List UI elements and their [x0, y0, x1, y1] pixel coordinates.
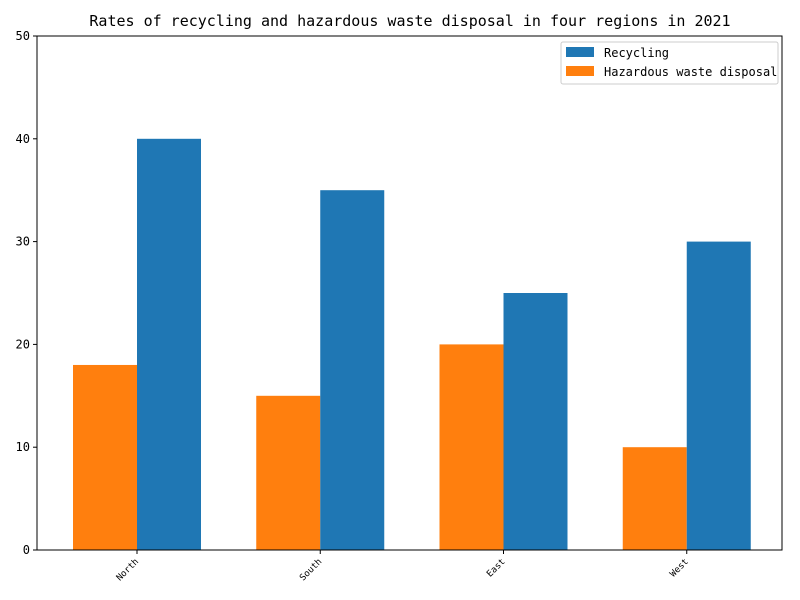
y-tick-label: 40: [16, 132, 30, 146]
bar-east-hazardous-waste-disposal: [439, 344, 504, 550]
legend: Recycling Hazardous waste disposal: [560, 41, 779, 85]
bar-east-recycling: [503, 293, 568, 550]
x-tick-label-south: South: [298, 557, 324, 583]
bar-south-hazardous-waste-disposal: [256, 395, 321, 550]
y-tick-label: 0: [23, 543, 30, 557]
legend-label: Hazardous waste disposal: [604, 65, 777, 79]
legend-swatch: [566, 66, 594, 76]
legend-swatch: [566, 47, 594, 57]
bar-north-recycling: [137, 138, 201, 551]
legend-label: Recycling: [604, 46, 669, 60]
bar-south-recycling: [320, 190, 385, 550]
chart-title: Rates of recycling and hazardous waste d…: [89, 12, 730, 30]
bars-group: [73, 138, 751, 551]
x-tick-label-north: North: [115, 557, 141, 583]
y-tick-label: 30: [16, 235, 30, 249]
y-tick-label: 10: [16, 440, 30, 454]
x-tick-label-west: West: [668, 557, 690, 579]
plot-frame: [36, 35, 783, 551]
bar-west-hazardous-waste-disposal: [622, 447, 687, 550]
bar-west-recycling: [686, 241, 751, 550]
y-tick-label: 20: [16, 337, 30, 351]
legend-box: [560, 41, 779, 85]
x-tick-label-east: East: [485, 557, 507, 579]
bar-north-hazardous-waste-disposal: [73, 364, 137, 550]
y-axis: 0 10 20 30 40 50: [16, 29, 37, 557]
y-tick-label: 50: [16, 29, 30, 43]
x-axis: North South East West: [115, 550, 691, 583]
